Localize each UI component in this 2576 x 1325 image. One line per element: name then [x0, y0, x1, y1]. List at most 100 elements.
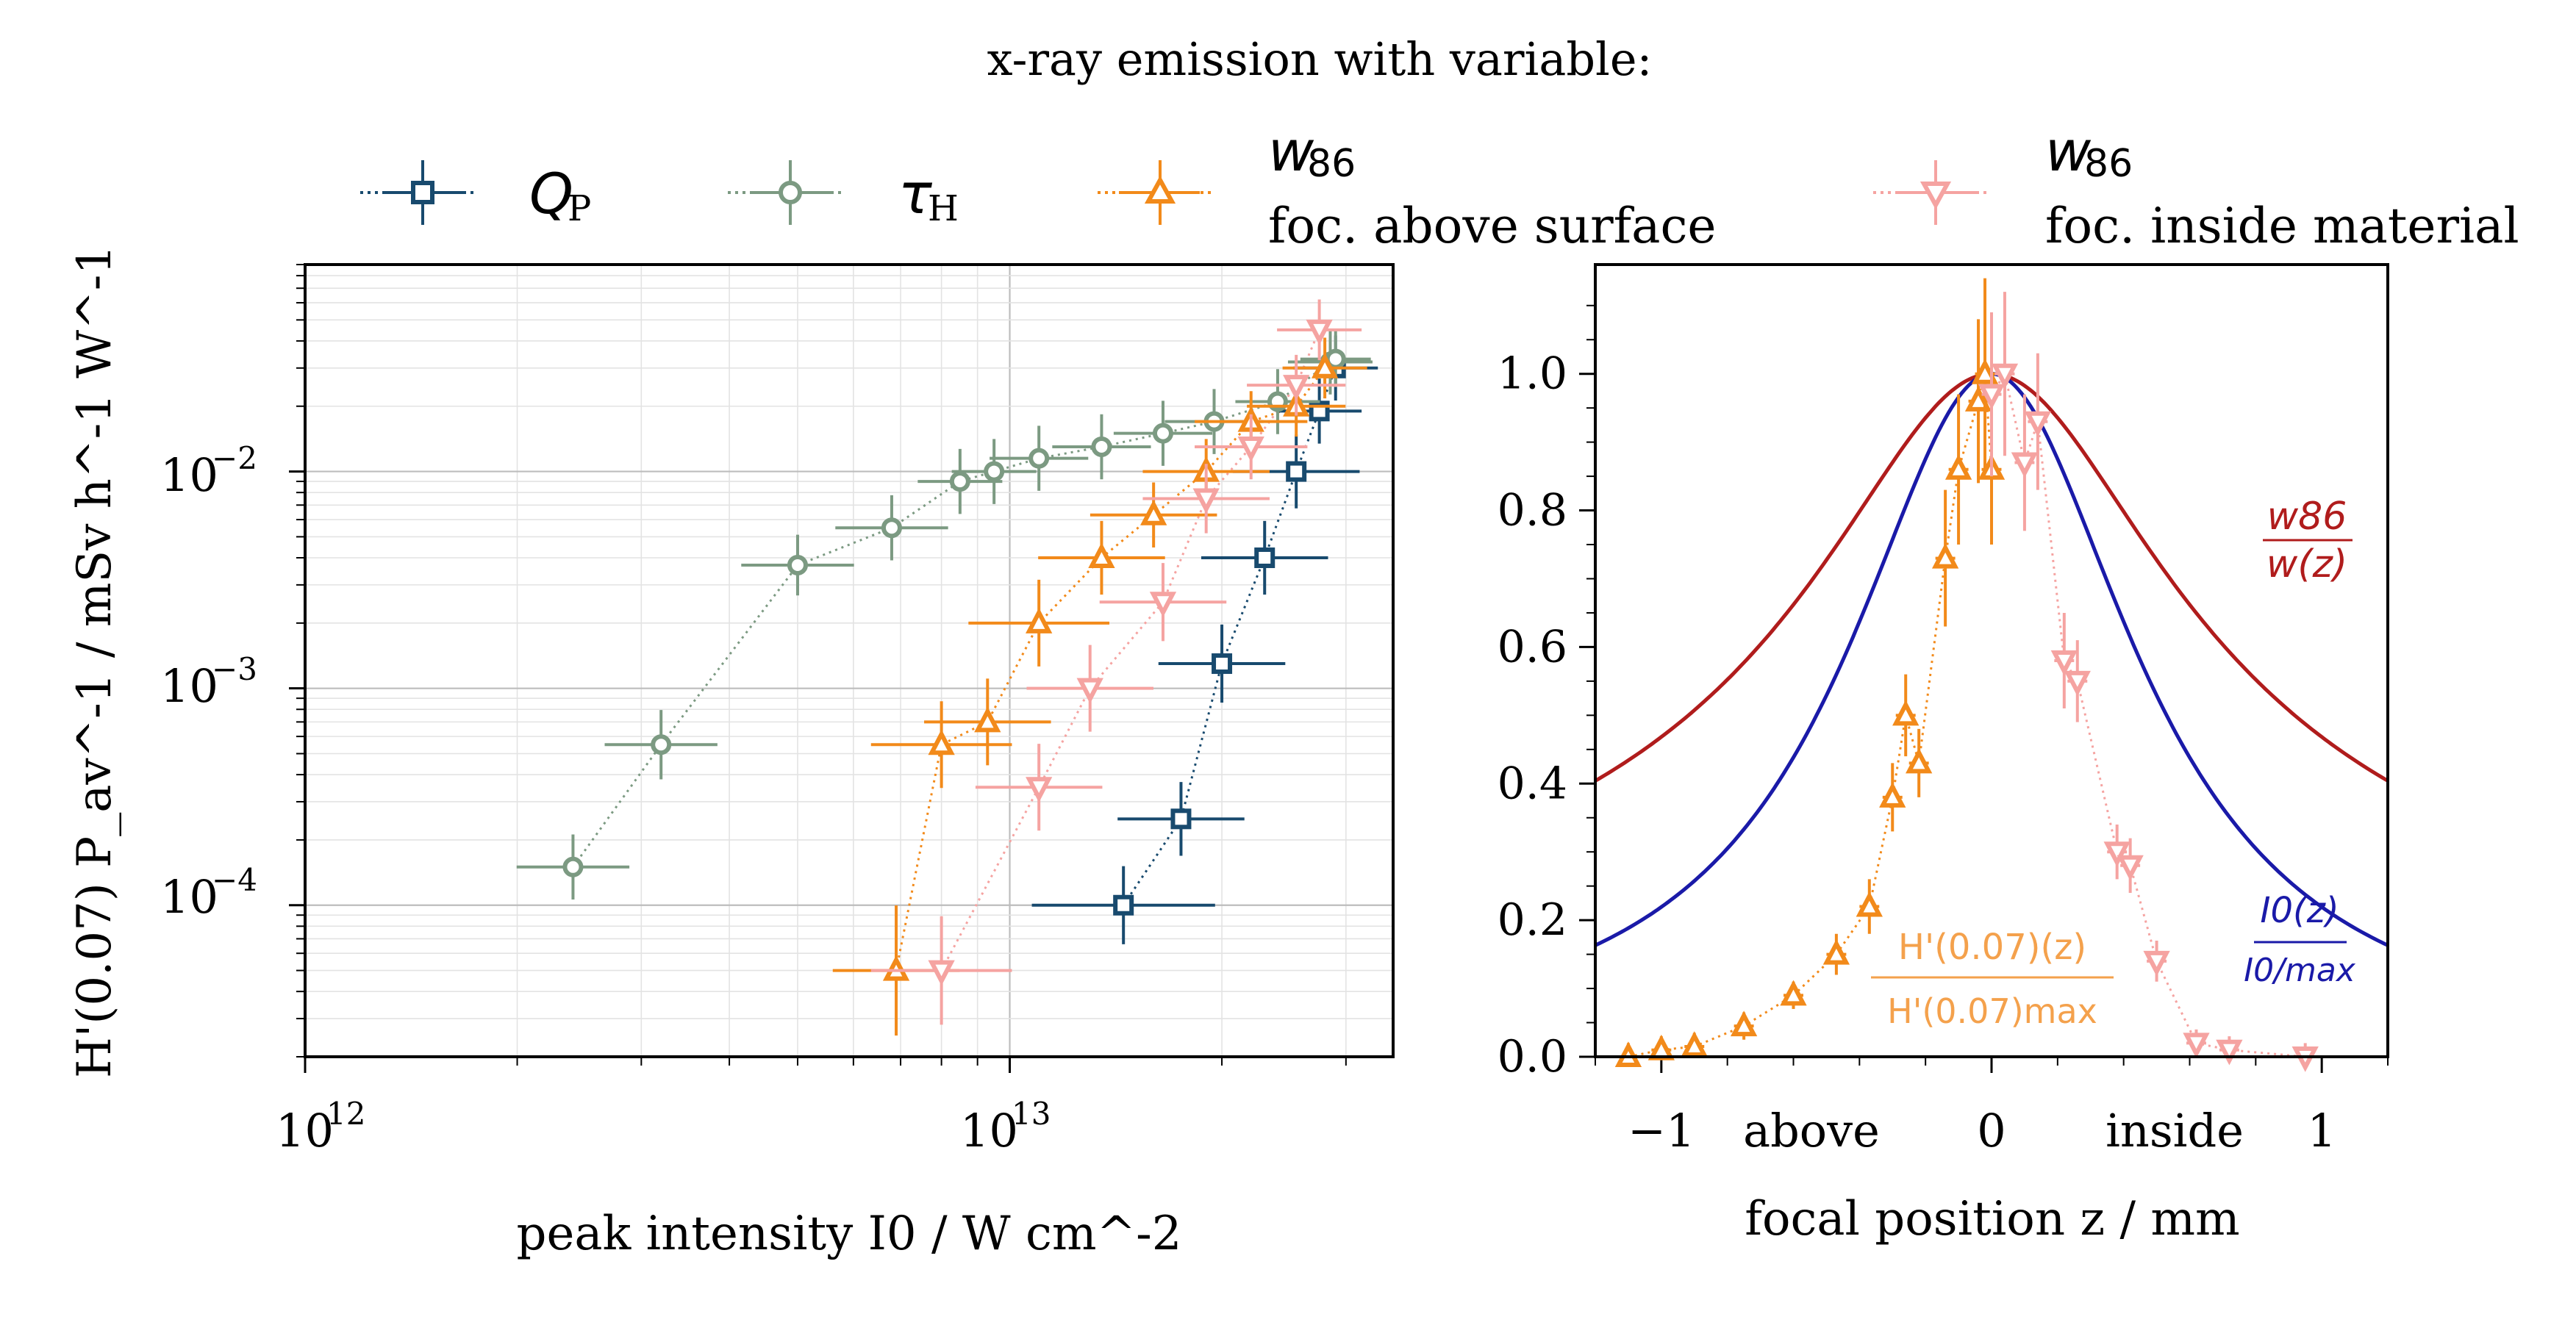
x-tick-exp-1e13: 13 — [1012, 1096, 1051, 1132]
ry-tick-label: 0.4 — [1498, 758, 1567, 809]
legend-desc-w86-above: foc. above surface — [1268, 198, 1716, 254]
right-data-point-w86_above — [1971, 278, 1999, 470]
data-point-tauh — [741, 534, 854, 596]
left-x-axis-label: peak intensity I0 / W cm^-2 — [516, 1207, 1181, 1261]
y-tick-exp-1e-2: −2 — [212, 440, 257, 476]
legend-sub-tauh: H — [928, 188, 959, 229]
right-plot-frame — [1594, 263, 2389, 1058]
right-data-point-w86_above — [1879, 763, 1906, 832]
x-tick-label-1e13: 10 — [960, 1104, 1018, 1157]
marker-w86_inside — [1149, 592, 1177, 618]
marker-w86_inside — [2143, 950, 2170, 977]
data-point-w86_above — [1038, 520, 1165, 595]
marker-tauh — [949, 471, 970, 492]
legend: Q P τ H w 86 foc. above surface — [360, 118, 2519, 254]
ry-tick-label: 0.0 — [1498, 1031, 1567, 1082]
curve-label-w86-num: w86 — [2267, 495, 2347, 539]
right-panel: −1 0 1 0.0 0.2 0.4 0.6 0.8 1.0 above inside foca… — [1498, 263, 2389, 1246]
marker-w86_above — [1822, 938, 1850, 965]
marker-qp — [1113, 894, 1134, 916]
marker-w86_above — [1647, 1034, 1675, 1060]
y-tick-label-1e-4: 10 — [160, 870, 218, 924]
curve-label-i0-num: I0(z) — [2260, 890, 2339, 931]
marker-w86_inside — [1237, 436, 1264, 462]
marker-w86_above — [1681, 1031, 1708, 1058]
data-point-tauh — [835, 495, 948, 561]
marker-qp — [1170, 808, 1192, 830]
legend-entry-tauh: τ H — [728, 160, 959, 229]
right-data-point-w86_above — [1647, 1034, 1675, 1060]
curve-label-i0-den: I0/max — [2244, 952, 2356, 989]
marker-w86_inside — [1076, 678, 1103, 704]
data-point-w86_inside — [1247, 354, 1346, 416]
legend-label-qp: Q — [529, 161, 573, 226]
right-data-points — [1614, 278, 2319, 1072]
marker-tauh — [1091, 436, 1112, 457]
marker-w86_above — [928, 729, 955, 755]
marker-w86_above — [1780, 980, 1807, 1006]
right-data-point-w86_above — [1944, 394, 1972, 545]
data-point-qp — [1158, 624, 1286, 703]
marker-w86_above — [1944, 454, 1972, 480]
legend-sub-w86-inside: 86 — [2084, 142, 2133, 186]
right-data-point-w86_above — [1856, 879, 1883, 934]
marker-w86_inside — [2064, 670, 2091, 697]
data-point-qp — [1031, 866, 1215, 944]
marker-w86_above — [1906, 747, 1933, 774]
data-point-tauh — [1052, 414, 1151, 480]
figure-title: x-ray emission with variable: — [987, 32, 1653, 86]
right-data-point-w86_inside — [2024, 353, 2052, 490]
marker-w86_inside — [1978, 384, 2006, 410]
marker-tauh — [881, 517, 902, 539]
ry-tick-label: 0.2 — [1498, 894, 1567, 946]
right-data-point-w86_above — [1931, 489, 1959, 627]
series-line-w86_inside — [940, 329, 1320, 972]
series-line-qp — [1122, 367, 1337, 906]
right-data-point-w86_inside — [2291, 1043, 2319, 1072]
y-tick-exp-1e-4: −4 — [212, 862, 257, 898]
region-label-inside: inside — [2105, 1104, 2244, 1157]
curve-label-i0: I0(z) I0/max — [2244, 890, 2356, 989]
left-axis-ticks — [289, 264, 1347, 1073]
marker-tauh — [787, 554, 808, 575]
data-point-w86_inside — [1142, 464, 1270, 534]
data-point-w86_above — [968, 579, 1110, 667]
marker-w86_inside — [2216, 1039, 2243, 1066]
right-data-point-w86_inside — [2064, 640, 2091, 722]
legend-label-w86-inside: w — [2045, 118, 2092, 184]
marker-w86_inside — [1283, 375, 1310, 401]
marker-w86_above — [1856, 891, 1883, 917]
data-point-tauh — [516, 834, 630, 900]
marker-w86_inside — [1991, 363, 2019, 389]
marker-w86_above — [1931, 542, 1959, 569]
ry-tick-label: 0.6 — [1498, 621, 1567, 672]
series-label-hprime-num: H'(0.07)(z) — [1898, 927, 2086, 968]
marker-w86_inside — [2103, 841, 2130, 867]
data-point-tauh — [990, 425, 1089, 491]
marker-w86_inside — [2117, 855, 2144, 881]
marker-w86_inside — [2024, 411, 2052, 437]
ry-tick-label: 0.8 — [1498, 485, 1567, 536]
right-data-point-w86_above — [1780, 980, 1807, 1009]
rx-tick-label: 0 — [1977, 1104, 2006, 1157]
marker-tauh — [984, 461, 1005, 482]
series-label-hprime: H'(0.07)(z) H'(0.07)max — [1871, 927, 2114, 1031]
marker-w86_above — [1311, 353, 1339, 378]
marker-w86_inside — [1192, 488, 1220, 514]
marker-w86_above — [1730, 1010, 1758, 1037]
marker-w86_above — [1892, 700, 1920, 726]
data-point-tauh — [1300, 331, 1371, 387]
marker-qp — [1286, 461, 1307, 482]
left-plot-frame — [304, 263, 1395, 1058]
right-data-point-w86_inside — [2183, 1029, 2210, 1059]
data-point-qp — [1201, 520, 1328, 595]
data-point-w86_inside — [1277, 299, 1362, 361]
marker-w86_above — [1088, 542, 1115, 569]
data-point-tauh — [1113, 401, 1213, 466]
region-label-above: above — [1743, 1104, 1880, 1157]
data-point-w86_inside — [1099, 563, 1227, 642]
marker-w86_inside — [2011, 452, 2039, 478]
data-point-qp — [1117, 782, 1245, 856]
series-line-tauh — [572, 358, 1337, 868]
right-data-point-w86_above — [1892, 674, 1920, 757]
